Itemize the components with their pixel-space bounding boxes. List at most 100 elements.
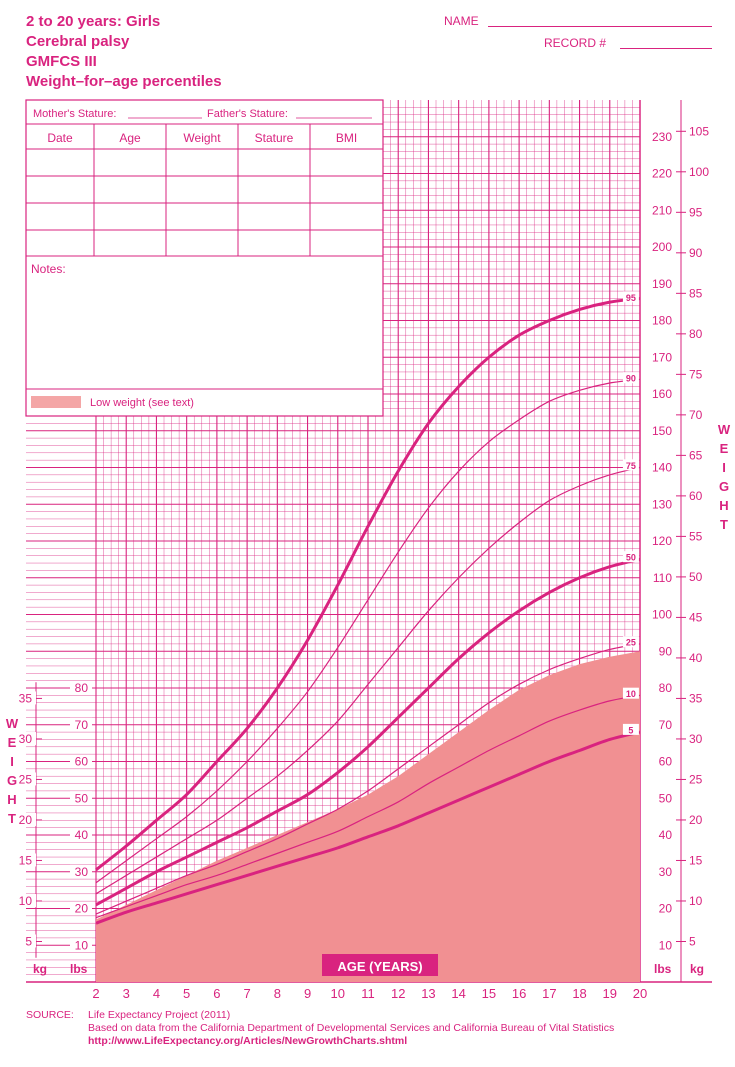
left-weight-letter: G <box>7 773 17 788</box>
left-weight-letter: E <box>8 735 17 750</box>
right-kg-tick-40: 40 <box>689 651 703 665</box>
percentile-label-75: 75 <box>626 461 636 471</box>
right-lbs-tick-150: 150 <box>652 424 672 438</box>
age-tick-18: 18 <box>572 986 586 1001</box>
right-kg-tick-80: 80 <box>689 327 703 341</box>
right-kg-tick-bg <box>688 772 714 786</box>
right-lbs-tick-10: 10 <box>659 938 673 952</box>
right-lbs-tick-140: 140 <box>652 461 672 475</box>
right-kg-tick-bg <box>688 407 714 421</box>
percentile-label-95: 95 <box>626 293 636 303</box>
right-lbs-tick-180: 180 <box>652 314 672 328</box>
table-col-bmi: BMI <box>336 131 357 145</box>
age-tick-17: 17 <box>542 986 556 1001</box>
right-kg-tick-bg <box>688 205 714 219</box>
left-lbs-tick-bg <box>70 717 92 731</box>
left-weight-letter: I <box>10 754 14 769</box>
source-line-2: Based on data from the California Depart… <box>88 1022 615 1034</box>
right-lbs-tick-200: 200 <box>652 240 672 254</box>
age-tick-2: 2 <box>92 986 99 1001</box>
age-tick-15: 15 <box>482 986 496 1001</box>
age-tick-19: 19 <box>603 986 617 1001</box>
percentile-label-90: 90 <box>626 374 636 384</box>
record-field[interactable] <box>620 48 712 49</box>
right-kg-tick-bg <box>688 569 714 583</box>
percentile-label-10: 10 <box>626 689 636 699</box>
right-kg-tick-bg <box>688 124 714 138</box>
age-tick-3: 3 <box>123 986 130 1001</box>
right-lbs-tick-bg <box>646 828 674 841</box>
right-lbs-tick-bg <box>646 460 674 474</box>
left-kg-tick-bg <box>8 812 36 826</box>
right-kg-tick-bg <box>688 893 714 907</box>
right-lbs-tick-bg <box>646 754 674 768</box>
right-lbs-tick-130: 130 <box>652 497 672 511</box>
right-lbs-tick-190: 190 <box>652 277 672 291</box>
left-kg-tick-20: 20 <box>19 813 33 827</box>
right-kg-tick-bg <box>688 731 714 745</box>
right-lbs-tick-bg <box>646 203 674 217</box>
left-lbs-tick-70: 70 <box>75 718 89 732</box>
right-kg-tick-bg <box>688 529 714 543</box>
right-weight-letter: H <box>719 498 728 513</box>
right-lbs-tick-bg <box>646 166 674 180</box>
right-kg-tick-bg <box>688 326 714 340</box>
percentile-label-25: 25 <box>626 638 636 648</box>
right-kg-tick-85: 85 <box>689 286 703 300</box>
right-weight-letter: E <box>720 441 729 456</box>
left-lbs-tick-20: 20 <box>75 902 89 916</box>
right-lbs-tick-bg <box>646 938 674 952</box>
left-weight-letter: W <box>6 716 19 731</box>
right-kg-tick-45: 45 <box>689 610 703 624</box>
right-lbs-tick-bg <box>646 276 674 290</box>
percentile-label-bg-95 <box>622 291 639 303</box>
left-kg-tick-30: 30 <box>19 732 33 746</box>
right-lbs-tick-110: 110 <box>653 571 672 585</box>
right-lbs-tick-70: 70 <box>659 718 673 732</box>
notes-label: Notes: <box>31 262 66 276</box>
source-label: SOURCE: <box>26 1009 74 1021</box>
age-tick-13: 13 <box>421 986 435 1001</box>
right-lbs-tick-bg <box>646 607 674 621</box>
right-lbs-tick-120: 120 <box>652 534 672 548</box>
source-url[interactable]: http://www.LifeExpectancy.org/Articles/N… <box>88 1035 408 1047</box>
right-lbs-tick-30: 30 <box>659 865 673 879</box>
fathers-stature-label: Father's Stature: <box>207 108 288 120</box>
left-lbs-tick-80: 80 <box>75 681 89 695</box>
left-lbs-tick-bg <box>70 828 92 841</box>
percentile-label-bg-75 <box>622 459 639 471</box>
name-label: NAME <box>444 14 479 28</box>
chart-title-line-3: GMFCS III <box>26 53 97 70</box>
age-tick-9: 9 <box>304 986 311 1001</box>
right-kg-tick-bg <box>688 286 714 300</box>
left-kg-tick-15: 15 <box>19 853 33 867</box>
right-kg-tick-65: 65 <box>689 448 703 462</box>
right-kg-tick-100: 100 <box>689 165 709 179</box>
age-tick-16: 16 <box>512 986 526 1001</box>
right-lbs-tick-bg <box>646 350 674 364</box>
right-lbs-tick-bg <box>646 387 674 400</box>
left-kg-tick-bg <box>8 853 36 867</box>
age-tick-6: 6 <box>213 986 220 1001</box>
record-table: Mother's Stature: Father's Stature: Date Ag… <box>25 99 384 417</box>
left-lbs-tick-60: 60 <box>75 755 89 769</box>
right-kg-tick-5: 5 <box>689 934 696 948</box>
right-lbs-unit: lbs <box>654 962 672 976</box>
right-kg-tick-30: 30 <box>689 732 703 746</box>
left-lbs-tick-bg <box>70 901 92 915</box>
percentile-label-bg-5 <box>622 723 639 735</box>
right-kg-tick-bg <box>688 691 714 705</box>
age-tick-11: 11 <box>361 986 375 1001</box>
right-kg-tick-35: 35 <box>689 691 703 705</box>
name-field[interactable] <box>488 26 712 27</box>
percentile-line-90 <box>95 378 641 884</box>
chart-title-line-1: 2 to 20 years: Girls <box>26 13 161 30</box>
right-lbs-tick-20: 20 <box>659 902 673 916</box>
right-lbs-tick-210: 210 <box>652 203 672 217</box>
right-lbs-tick-bg <box>646 497 674 511</box>
right-kg-tick-bg <box>688 245 714 259</box>
left-lbs-tick-bg <box>70 791 92 805</box>
right-weight-letter: W <box>718 422 731 437</box>
right-lbs-tick-100: 100 <box>652 608 672 622</box>
